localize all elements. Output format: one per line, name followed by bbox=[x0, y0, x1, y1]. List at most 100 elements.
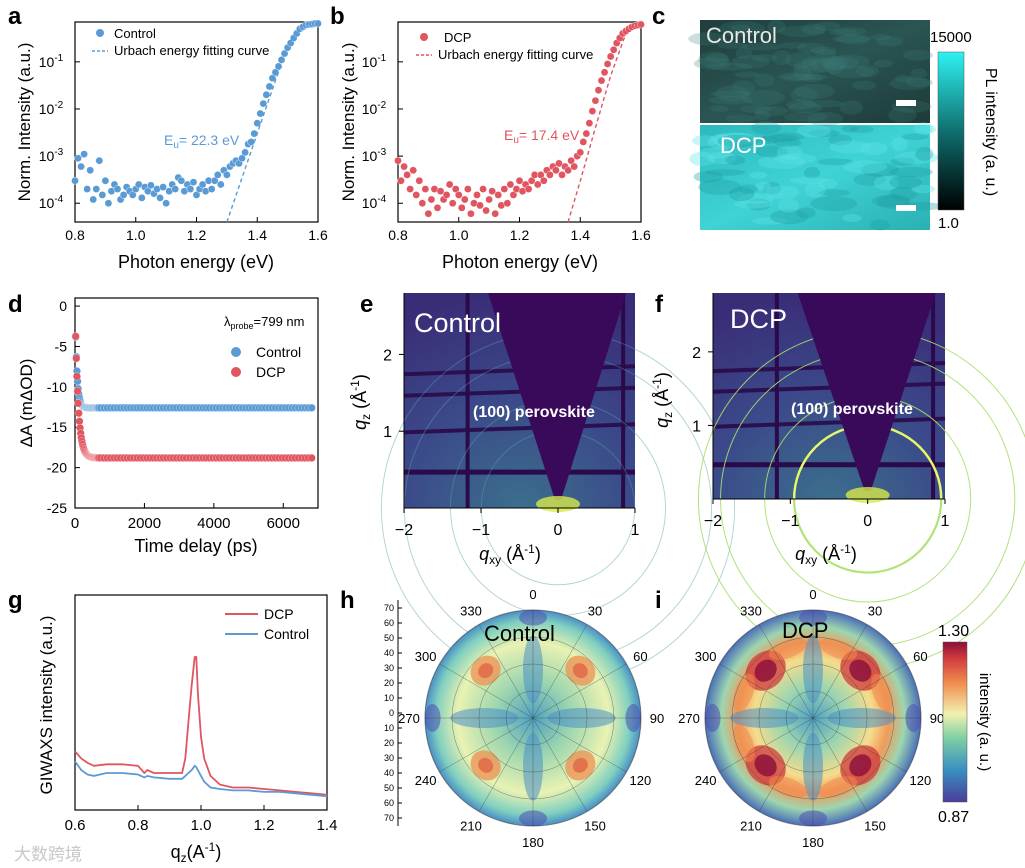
polar-spoke bbox=[758, 624, 814, 719]
data-point bbox=[500, 185, 509, 193]
y-tick-label: -20 bbox=[47, 460, 67, 476]
pl-grain bbox=[751, 54, 778, 62]
panel-label-h: h bbox=[340, 587, 355, 614]
pl-grain bbox=[709, 90, 753, 98]
data-point bbox=[74, 409, 83, 418]
polar-grid bbox=[704, 609, 922, 827]
y-axis-label: GIWAXS intensity (a.u.) bbox=[37, 616, 56, 795]
data-point bbox=[198, 180, 207, 189]
angle-label: 60 bbox=[633, 649, 647, 664]
pl-grain bbox=[767, 19, 786, 34]
pl-grain bbox=[787, 102, 823, 114]
urbach-energy-annotation: Eu= 17.4 eV bbox=[504, 127, 580, 146]
data-point bbox=[216, 180, 225, 189]
pl-grain bbox=[731, 55, 770, 69]
pl-grain bbox=[750, 121, 782, 135]
pl-grain bbox=[790, 87, 818, 103]
missing-wedge bbox=[488, 293, 626, 500]
axis-ticks: −2 −1 0 1 1 2 bbox=[692, 293, 950, 530]
data-point bbox=[80, 150, 88, 158]
pl-grain bbox=[763, 182, 782, 195]
scale-bar-dcp bbox=[896, 205, 916, 211]
y-tick-label: 2 bbox=[383, 347, 392, 364]
probe-wavelength: λprobe=799 nm bbox=[224, 314, 304, 331]
legend-fit: Urbach energy fitting curve bbox=[438, 47, 593, 62]
x-tick-label: 1.6 bbox=[631, 227, 651, 243]
data-point bbox=[171, 185, 180, 193]
polar-grid bbox=[424, 609, 642, 827]
pl-grain bbox=[860, 141, 888, 155]
data-point bbox=[494, 191, 503, 199]
sample-label: DCP bbox=[782, 618, 828, 643]
pl-grain bbox=[814, 21, 841, 32]
data-point bbox=[397, 176, 405, 185]
data-point bbox=[210, 176, 219, 185]
axis-ticks: −2 −1 0 1 1 2 bbox=[383, 293, 640, 539]
data-point bbox=[128, 191, 137, 199]
pl-grain bbox=[715, 134, 732, 148]
radial-tick-label: 60 bbox=[384, 618, 394, 628]
angle-label: 330 bbox=[460, 604, 482, 619]
pl-grain bbox=[793, 60, 838, 74]
data-point bbox=[488, 187, 496, 196]
y-tick-label: 0 bbox=[59, 298, 67, 314]
detector-gap bbox=[774, 293, 779, 499]
x-axis-label: qz(A-1) bbox=[171, 840, 222, 865]
intensity-lobe bbox=[849, 659, 872, 682]
radial-axis: 70 60 50 40 30 20 10 0 10 20 30 40 50 60 70 bbox=[384, 600, 402, 826]
polar-spoke bbox=[719, 717, 814, 773]
plot-frame bbox=[74, 297, 319, 509]
pl-grain bbox=[905, 77, 933, 88]
legend-fit: Urbach energy fitting curve bbox=[114, 43, 269, 58]
angle-label: 60 bbox=[913, 649, 927, 664]
data-point bbox=[609, 46, 618, 54]
angle-label: 210 bbox=[740, 818, 762, 833]
x-tick-label: −1 bbox=[472, 522, 490, 539]
colorbar-title: intensity (a. u.) bbox=[976, 673, 993, 771]
panel-b: 0.8 1.0 1.2 1.4 1.6 10-1 10-2 10-3 10-4 DCP Urba… bbox=[339, 20, 651, 272]
angle-labels: 0 30 60 90 120 150 180 210 240 270 300 330 bbox=[398, 587, 664, 850]
y-axis-label: Norm. Intensity (a.u.) bbox=[339, 43, 358, 202]
pl-grain bbox=[876, 36, 904, 47]
pl-grain bbox=[901, 133, 929, 141]
angle-label: 210 bbox=[460, 818, 482, 833]
intensity-lobe bbox=[754, 659, 777, 682]
data-point bbox=[223, 171, 231, 179]
pl-grain bbox=[808, 129, 840, 137]
pl-grain bbox=[919, 125, 937, 134]
x-tick-label: 1.0 bbox=[126, 227, 146, 243]
radial-tick-label: 70 bbox=[384, 813, 394, 823]
pl-grain bbox=[741, 43, 782, 51]
pl-grain bbox=[740, 104, 772, 114]
peak-annotation: (100) perovskite bbox=[473, 404, 595, 421]
series-line bbox=[74, 656, 328, 796]
pl-grain bbox=[853, 173, 887, 186]
panel-label-b: b bbox=[330, 3, 345, 30]
pl-grain bbox=[725, 155, 746, 165]
x-tick-label: 1.2 bbox=[510, 227, 530, 243]
data-point bbox=[591, 96, 600, 105]
x-tick-label: 1 bbox=[941, 513, 950, 530]
intensity-lobe bbox=[819, 776, 858, 798]
radial-tick-label: 60 bbox=[384, 798, 394, 808]
data-point bbox=[567, 156, 575, 165]
pl-grain bbox=[911, 184, 936, 194]
pl-grain bbox=[728, 187, 755, 202]
data-point bbox=[134, 180, 143, 189]
pl-label-control: Control bbox=[706, 23, 777, 48]
pl-grain bbox=[855, 65, 880, 78]
pl-grain bbox=[839, 100, 863, 115]
data-point bbox=[540, 176, 548, 185]
colorbar-max: 15000 bbox=[930, 29, 972, 46]
x-tick-label: 0 bbox=[71, 515, 79, 532]
pl-grain bbox=[704, 53, 729, 63]
data-point bbox=[73, 387, 82, 396]
data-point bbox=[72, 354, 81, 363]
data-points bbox=[71, 332, 316, 462]
y-tick-label: 10-1 bbox=[362, 53, 387, 70]
x-tick-label: −2 bbox=[395, 522, 413, 539]
data-point bbox=[74, 399, 83, 408]
angle-label: 30 bbox=[588, 604, 602, 619]
colorbar-min: 0.87 bbox=[938, 809, 969, 826]
